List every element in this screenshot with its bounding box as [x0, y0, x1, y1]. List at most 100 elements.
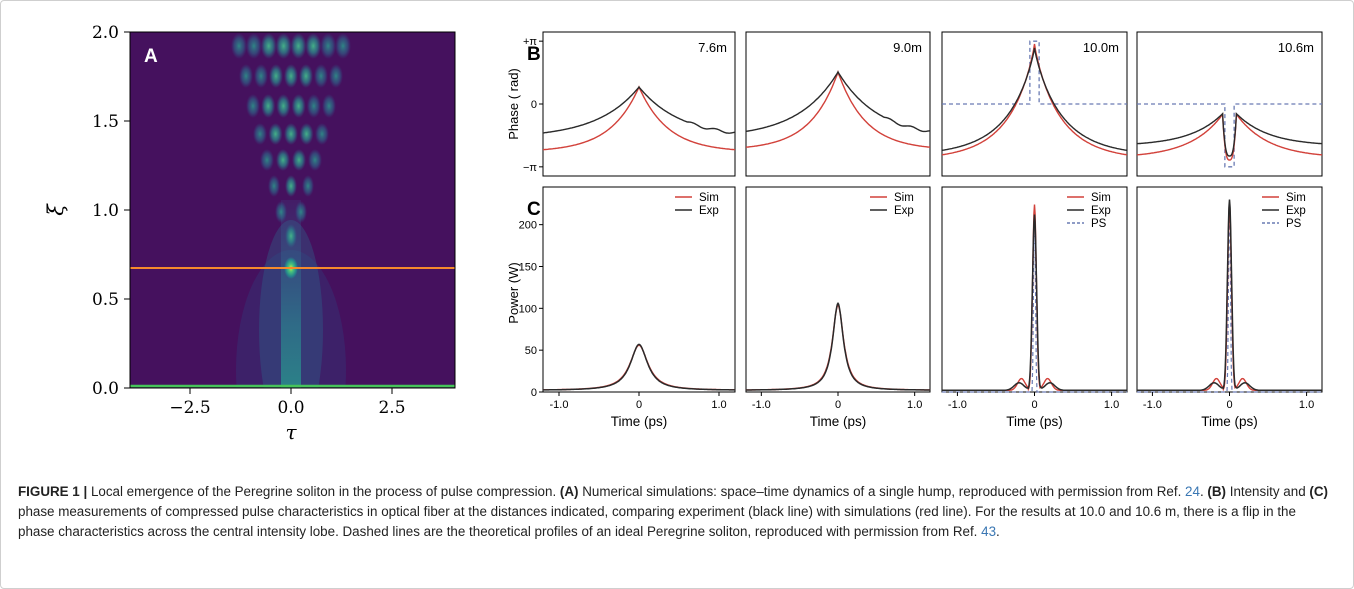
heatmap-blob	[253, 123, 267, 145]
heatmap-blob	[315, 123, 329, 145]
x-tick-label: 0.0	[277, 398, 304, 418]
y-tick-label: +π	[523, 36, 537, 48]
caption-text: Numerical simulations: space–time dynami…	[578, 484, 1186, 499]
heatmap-blob	[275, 201, 287, 223]
heatmap-blob	[335, 33, 351, 59]
ps-power-line	[1137, 202, 1322, 393]
y-tick-label: 200	[519, 220, 537, 232]
heatmap-blob	[299, 123, 314, 145]
heatmap-blobs	[231, 33, 351, 248]
x-tick-label: -1.0	[1143, 399, 1162, 411]
exp-power-line	[942, 214, 1127, 392]
x-tick-label: 1.0	[907, 399, 922, 411]
heatmap-blob	[276, 149, 290, 171]
y-tick-label: 0.5	[92, 290, 119, 310]
x-tick-label: 0	[835, 399, 841, 411]
y-tick-label: 1.0	[92, 201, 119, 221]
distance-label: 7.6m	[698, 40, 727, 55]
ps-phase-line	[1137, 103, 1322, 168]
exp-phase-line	[542, 85, 736, 134]
heatmap-blob	[269, 64, 283, 88]
heatmap-blob	[329, 64, 343, 88]
heatmap-blob	[295, 201, 307, 223]
caption-label: FIGURE 1 |	[18, 484, 88, 499]
legend-label: PS	[1091, 218, 1107, 230]
y-tick-label: 50	[525, 345, 537, 357]
heatmap-blob	[268, 175, 280, 197]
exp-phase-line	[745, 70, 931, 133]
legend-label: Sim	[1091, 192, 1111, 204]
heatmap-blob	[254, 64, 268, 88]
phase-subplot: 7.6m	[542, 31, 736, 177]
heatmap-blob	[246, 94, 260, 118]
figure-plots: A 0.0 0.5 1.0 1.5 2.0 −2.5 0.0 2.5 τ ξ 7…	[44, 23, 1323, 444]
exp-power-line	[543, 343, 735, 391]
heatmap-blob	[284, 64, 298, 88]
heatmap-blob	[306, 94, 321, 118]
panel-c-label: C	[527, 199, 541, 220]
y-axis-label: ξ	[44, 203, 68, 216]
heatmap-blob	[308, 149, 322, 171]
reference-link[interactable]: 24	[1185, 484, 1200, 499]
y-tick-label: −π	[523, 162, 537, 174]
y-tick-label: 0	[531, 387, 537, 399]
x-tick-label: -1.0	[752, 399, 771, 411]
exp-phase-line	[1136, 112, 1323, 157]
heatmap-blob	[314, 64, 328, 88]
caption-ref-a: (A)	[559, 484, 579, 499]
panel-b-y-axis-label: Phase ( rad)	[506, 68, 521, 140]
heatmap-blob	[260, 149, 274, 171]
heatmap-blob	[245, 33, 262, 59]
heatmap-blob	[322, 94, 336, 118]
heatmap-blob	[285, 175, 297, 197]
heatmap-blob	[268, 123, 283, 145]
phase-subplot: 9.0m	[745, 31, 931, 177]
reference-link[interactable]: 43	[981, 524, 997, 539]
caption-text: Local emergence of the Peregrine soliton…	[87, 484, 560, 499]
y-tick-label: 100	[519, 303, 537, 315]
phase-subplot: 10.0m	[941, 31, 1128, 177]
figure-caption: FIGURE 1 | Local emergence of the Peregr…	[18, 482, 1336, 542]
caption-ref-c: (C)	[1309, 484, 1328, 499]
distance-label: 9.0m	[893, 40, 922, 55]
heatmap-blob	[320, 33, 337, 59]
y-tick-label: 150	[519, 261, 537, 273]
legend-label: Sim	[699, 192, 719, 204]
heatmap-blob	[276, 94, 291, 118]
x-tick-label: 0	[1031, 399, 1037, 411]
panel-a-y-ticks: 0.0 0.5 1.0 1.5 2.0	[92, 23, 130, 399]
distance-label: 10.6m	[1278, 40, 1314, 55]
x-axis-label: Time (ps)	[810, 414, 867, 429]
panel-b-label: B	[527, 44, 541, 65]
legend-label: Exp	[699, 205, 719, 217]
heatmap-blob	[284, 123, 298, 145]
heatmap-image	[130, 32, 455, 388]
x-tick-label: -1.0	[550, 399, 569, 411]
heatmap-blob	[239, 64, 253, 88]
legend-label: Sim	[894, 192, 914, 204]
phase-subplot: 10.6m	[1136, 31, 1323, 177]
exp-phase-line	[941, 47, 1128, 152]
heatmap-blob	[302, 175, 314, 197]
x-tick-label: 1.0	[1104, 399, 1119, 411]
heatmap-blob	[261, 94, 276, 118]
x-tick-label: 1.0	[1299, 399, 1314, 411]
y-tick-label: 1.5	[92, 112, 119, 132]
panel-c-y-axis-label: Power (W)	[506, 262, 521, 323]
caption-text: .	[996, 524, 1000, 539]
legend-label: Exp	[1091, 205, 1111, 217]
sim-phase-line	[1136, 112, 1323, 161]
heatmap-blob	[292, 149, 306, 171]
sim-phase-line	[941, 43, 1128, 156]
panel-a: A 0.0 0.5 1.0 1.5 2.0 −2.5 0.0 2.5 τ ξ	[44, 23, 456, 444]
legend-label: Exp	[894, 205, 914, 217]
legend-label: PS	[1286, 218, 1302, 230]
caption-ref-b: (B)	[1207, 484, 1226, 499]
x-axis-label: Time (ps)	[1006, 414, 1063, 429]
